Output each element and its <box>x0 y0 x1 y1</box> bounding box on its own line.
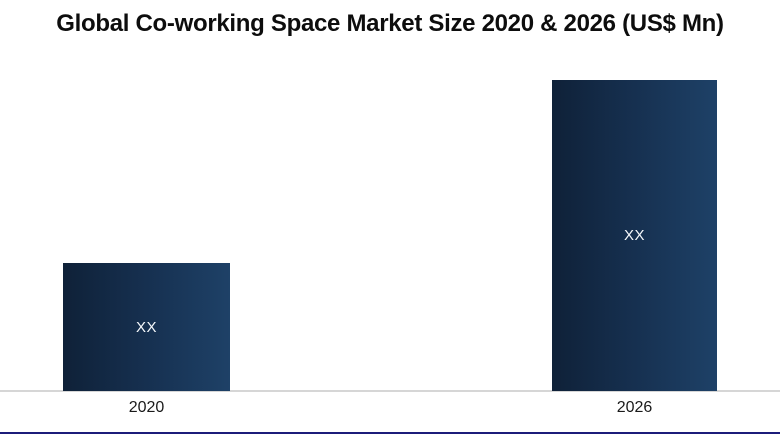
bar-value-label: XX <box>135 318 157 336</box>
bar-2026: XX <box>552 80 717 391</box>
bar-2020: XX <box>63 263 230 391</box>
bar-value-label: XX <box>623 227 645 244</box>
chart-title: Global Co-working Space Market Size 2020… <box>56 10 724 37</box>
x-tick-label-2026: 2026 <box>616 399 653 416</box>
bottom-border-line <box>0 432 780 434</box>
x-tick-label-2020: 2020 <box>128 399 165 416</box>
x-axis-line <box>0 390 780 392</box>
